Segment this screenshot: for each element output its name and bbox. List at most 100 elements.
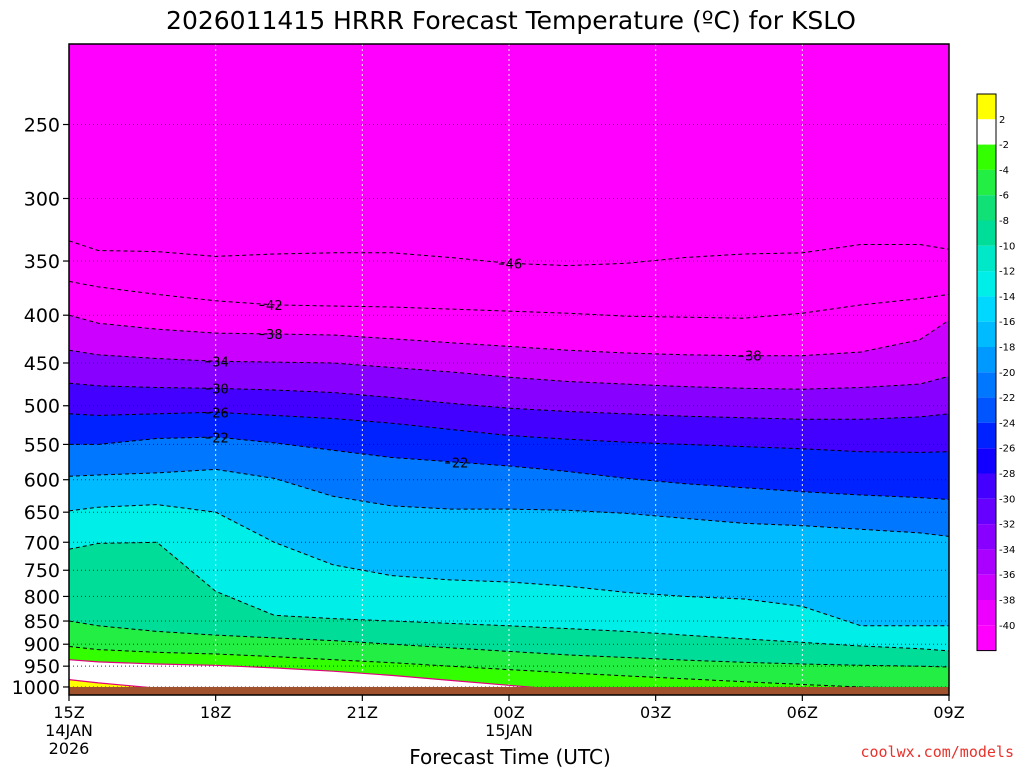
x-axis-title: Forecast Time (UTC)	[409, 745, 611, 768]
isotherm-line	[69, 436, 949, 500]
colorbar-swatch	[977, 448, 996, 474]
credit-text: coolwx.com/models	[860, 743, 1014, 761]
temp-band	[69, 659, 949, 695]
isotherm-line	[69, 411, 949, 453]
colorbar-legend: 2 -2 -4 -6 -8 -10 -12 -14 -16 -18 -20 -22 -24 -26 -28 -…	[976, 93, 1015, 652]
isotherm-label: 30	[212, 382, 229, 397]
y-tick-label: 850	[24, 611, 60, 633]
colorbar-swatch	[977, 245, 996, 272]
colorbar-swatch	[977, 397, 996, 423]
x-tick-sublabel: 15JAN	[485, 721, 533, 740]
colorbar-swatch	[977, 220, 996, 246]
colorbar-swatch	[977, 549, 996, 575]
colorbar-swatch	[977, 524, 996, 550]
ground-layer	[69, 686, 949, 695]
colorbar-label: -6	[999, 191, 1009, 202]
grid	[69, 44, 949, 695]
temperature-bands	[69, 240, 949, 695]
colorbar-swatch	[977, 498, 996, 525]
colorbar-label: -4	[999, 165, 1009, 176]
colorbar-label: -30	[999, 494, 1015, 505]
isotherm-line	[69, 349, 949, 390]
colorbar-label: -2	[999, 140, 1009, 151]
colorbar-frame	[976, 93, 997, 652]
isotherm-label: 38	[745, 350, 762, 365]
isotherm-label: 46	[506, 258, 523, 273]
colorbar-label: -12	[999, 267, 1015, 278]
isotherm-line	[69, 240, 949, 267]
colorbar-swatch	[977, 144, 996, 170]
colorbar-label: -24	[999, 418, 1015, 429]
colorbar-label: -22	[999, 393, 1015, 404]
isotherm-line	[69, 280, 949, 319]
colorbar-swatch	[977, 347, 996, 373]
colorbar-swatch	[977, 195, 996, 221]
isotherm-label: 22	[212, 431, 229, 446]
x-tick-label: 03Z	[640, 703, 671, 722]
isotherm-line	[69, 468, 949, 537]
y-tick-label: 400	[24, 305, 60, 327]
isotherm-label: 26	[212, 406, 229, 421]
isotherm-line	[69, 620, 949, 668]
y-tick-label: 900	[24, 634, 60, 656]
pressure-axis: 2503003504004505005506006507007508008509…	[12, 115, 69, 699]
y-tick-label: 550	[24, 434, 60, 456]
colorbar-label: -32	[999, 520, 1015, 531]
colorbar-label: -20	[999, 368, 1015, 379]
y-tick-label: 1000	[12, 677, 60, 699]
colorbar-label: -10	[999, 241, 1015, 252]
isotherm-label: 22	[452, 456, 469, 471]
colorbar-label: -14	[999, 292, 1015, 303]
colorbar-swatch	[977, 372, 996, 398]
x-tick-label: 06Z	[787, 703, 818, 722]
colorbar-swatch	[977, 271, 996, 297]
y-tick-label: 600	[24, 470, 60, 492]
isotherm-line	[69, 646, 949, 690]
colorbar-label: -16	[999, 317, 1015, 328]
x-tick-label: 18Z	[200, 703, 231, 722]
y-tick-label: 650	[24, 502, 60, 524]
isotherm-label: 42	[266, 299, 283, 314]
chart-title: 2026011415 HRRR Forecast Temperature (ºC…	[166, 6, 856, 35]
y-tick-label: 750	[24, 560, 60, 582]
isotherm-line	[69, 504, 949, 627]
isotherm-line	[69, 382, 949, 420]
colorbar-label: 2	[999, 115, 1005, 126]
y-tick-label: 350	[24, 251, 60, 273]
colorbar-label: -38	[999, 596, 1015, 607]
colorbar-label: -40	[999, 621, 1015, 632]
y-tick-label: 800	[24, 586, 60, 608]
x-tick-label: 00Z	[493, 703, 524, 722]
y-tick-label: 950	[24, 656, 60, 678]
colorbar-swatch	[977, 625, 996, 651]
isotherm-labels: 46 42 38 38 34 30 26 22 22	[205, 258, 762, 471]
colorbar-label: -34	[999, 545, 1015, 556]
x-tick-label: 15Z	[53, 703, 84, 722]
colorbar-label: -18	[999, 343, 1015, 354]
colorbar-swatch	[977, 574, 996, 600]
colorbar-swatch	[977, 169, 996, 196]
colorbar-swatch	[977, 600, 996, 626]
colorbar-label: -26	[999, 444, 1015, 455]
y-tick-label: 450	[24, 353, 60, 375]
colorbar-swatch	[977, 119, 996, 145]
x-tick-label: 21Z	[347, 703, 378, 722]
colorbar-label: -8	[999, 216, 1009, 227]
isotherm-line	[69, 314, 949, 357]
y-tick-label: 500	[24, 396, 60, 418]
colorbar-swatch	[977, 296, 996, 322]
colorbar-swatch	[977, 473, 996, 499]
colorbar-label: -28	[999, 469, 1015, 480]
isotherm-label: 38	[266, 328, 283, 343]
x-tick-sublabel: 14JAN	[45, 721, 93, 740]
x-tick-label: 09Z	[933, 703, 964, 722]
y-tick-label: 250	[24, 115, 60, 137]
colorbar-label: -36	[999, 570, 1015, 581]
isotherm-label: 34	[212, 355, 229, 370]
x-tick-sublabel: 2026	[49, 739, 90, 758]
plot-area	[69, 44, 949, 695]
y-tick-label: 300	[24, 188, 60, 210]
y-tick-label: 700	[24, 532, 60, 554]
